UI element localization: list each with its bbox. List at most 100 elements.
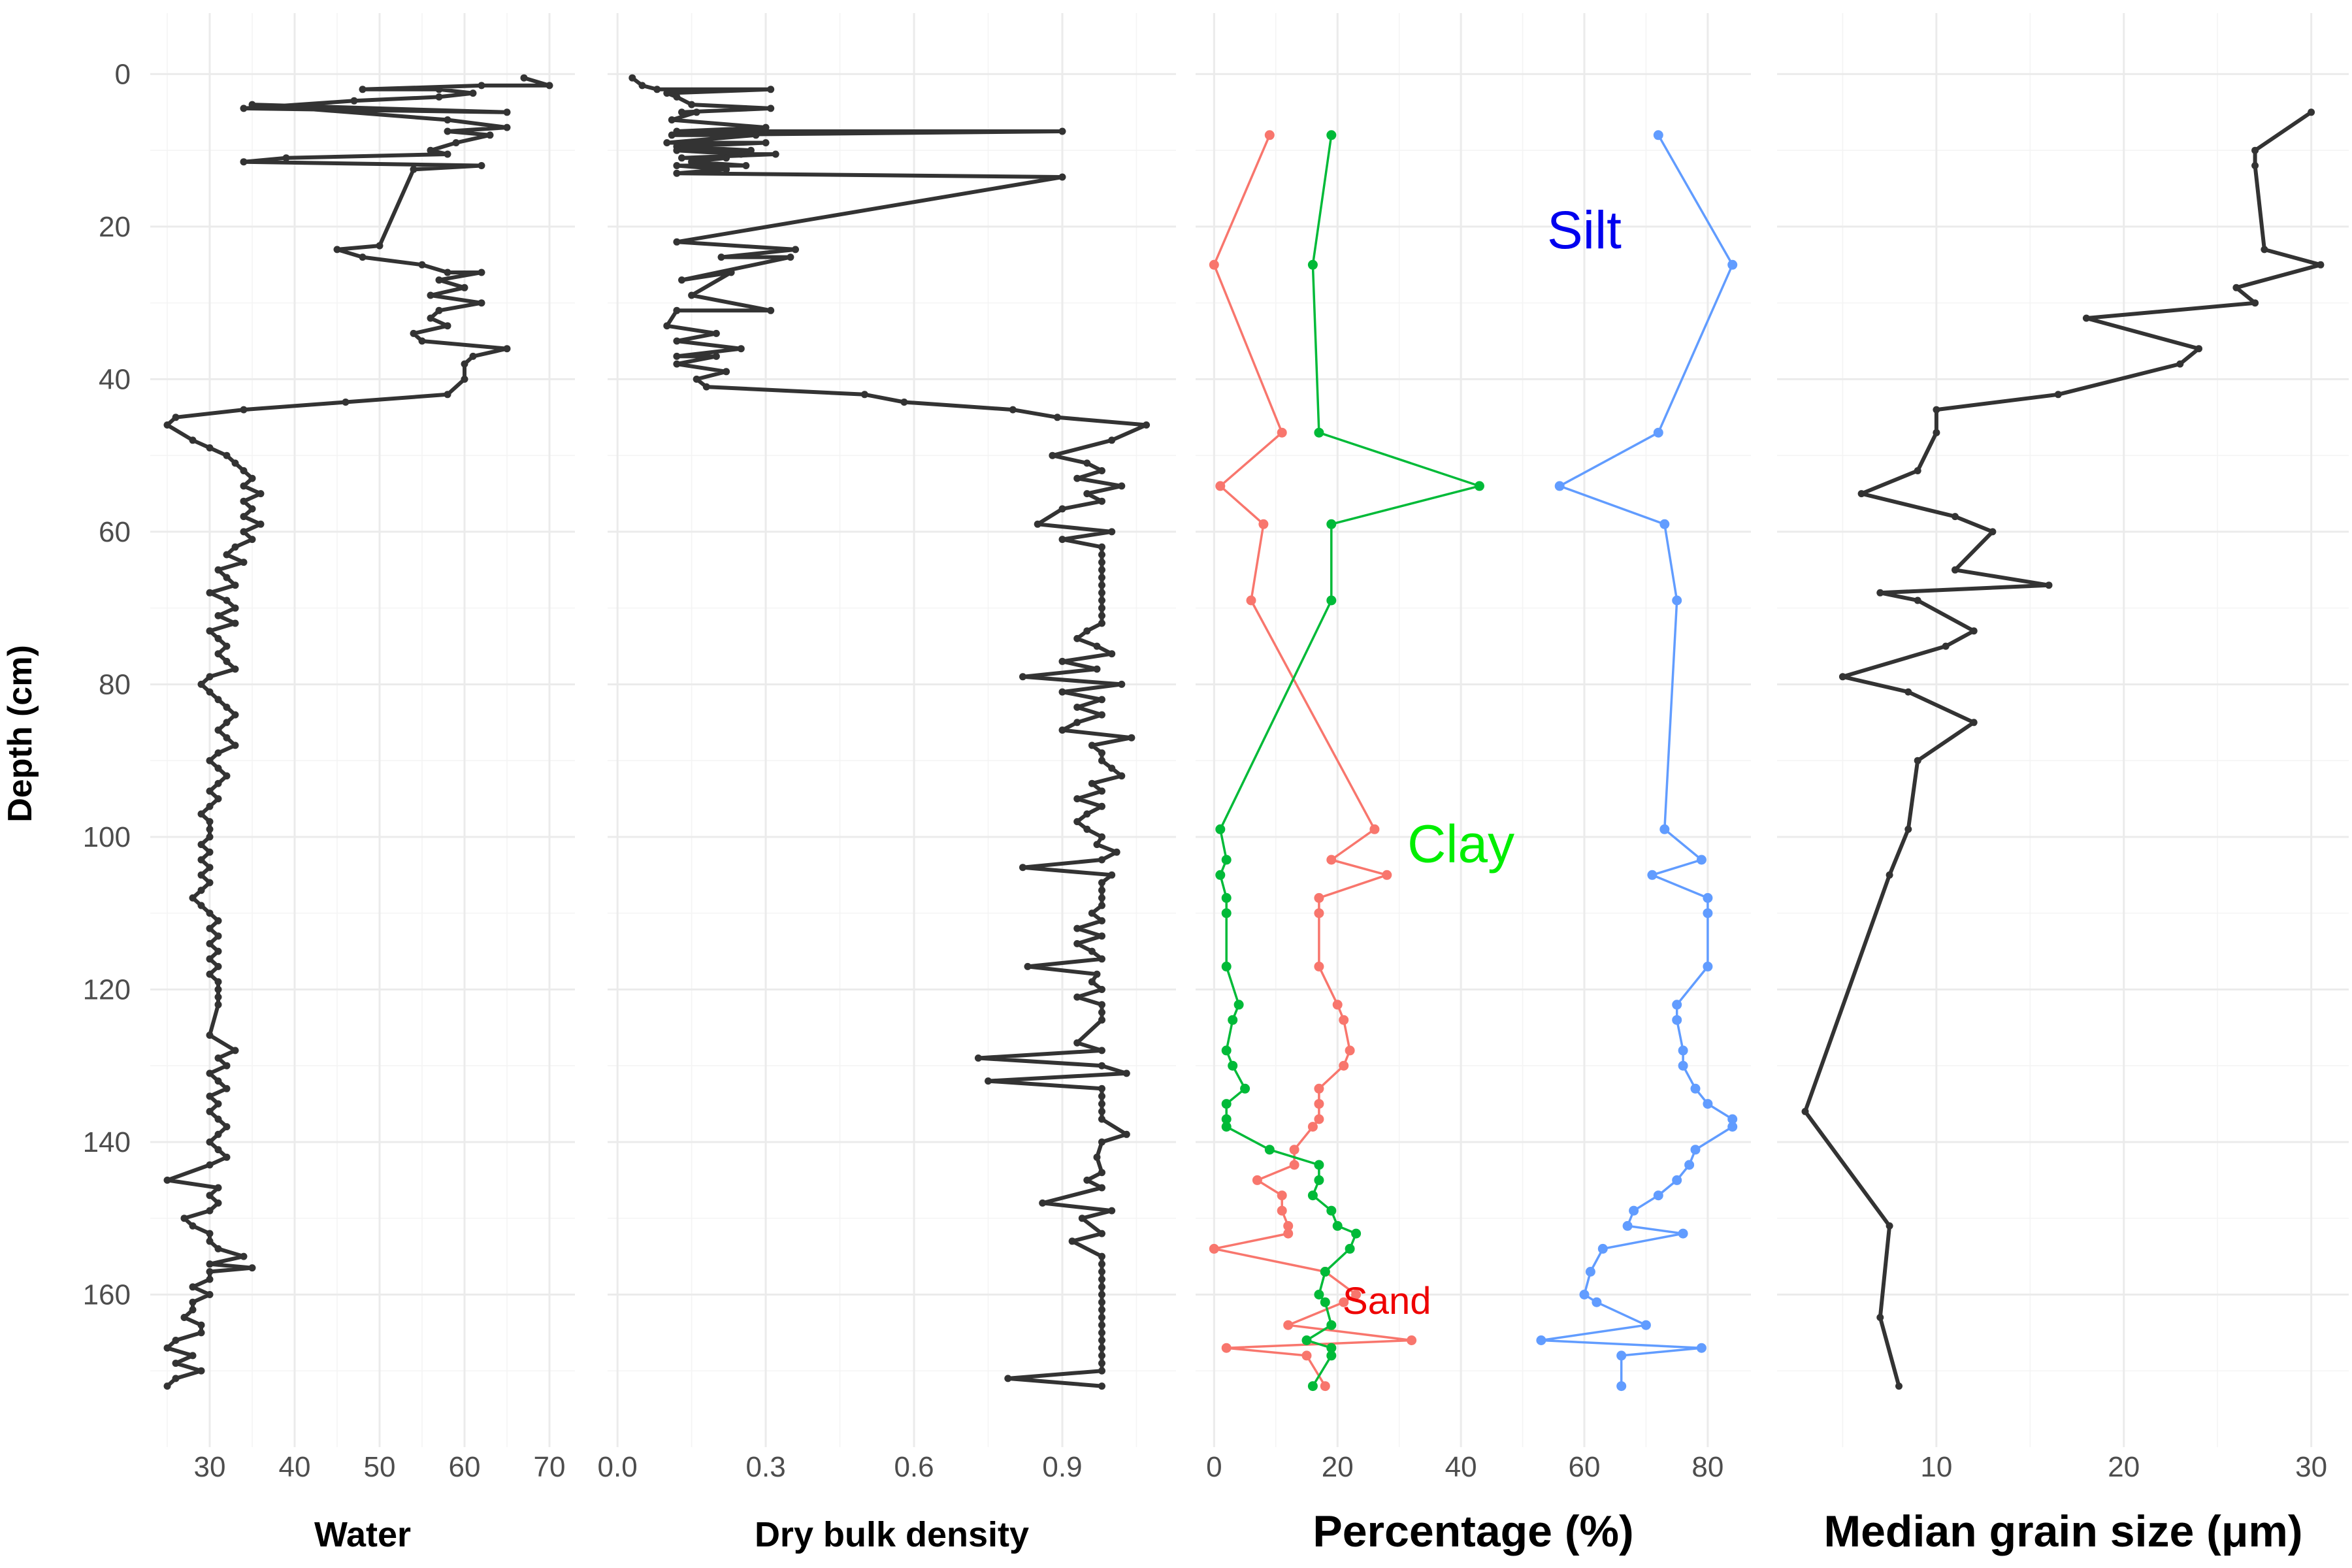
data-point: [772, 150, 779, 158]
data-point: [693, 108, 700, 116]
data-point: [1283, 1228, 1294, 1239]
data-point: [1098, 1314, 1105, 1321]
data-point: [206, 673, 214, 681]
series-1: [629, 74, 1151, 1390]
data-point: [1876, 1314, 1884, 1321]
data-point: [1019, 673, 1026, 681]
x-tick-label: 60: [1569, 1451, 1601, 1483]
data-point: [1108, 436, 1116, 444]
x-tick-label: 40: [1445, 1451, 1477, 1483]
data-point: [172, 1337, 180, 1344]
data-point: [172, 1360, 180, 1367]
data-point: [1083, 459, 1091, 467]
data-point: [1034, 520, 1041, 528]
data-point: [1221, 1114, 1232, 1124]
data-point: [248, 505, 256, 513]
data-point: [1301, 1350, 1312, 1361]
data-point: [214, 1184, 222, 1192]
data-point: [1314, 427, 1324, 438]
data-point: [1314, 1099, 1324, 1109]
data-point: [231, 711, 239, 719]
depth-tick-label: 100: [83, 821, 131, 853]
data-point: [1314, 1290, 1324, 1299]
data-point: [787, 253, 794, 261]
data-point: [1098, 604, 1105, 612]
data-point: [1289, 1160, 1299, 1170]
data-point: [1108, 650, 1116, 658]
data-point: [1098, 1352, 1105, 1360]
data-point: [163, 1344, 171, 1352]
data-point: [1098, 1268, 1105, 1275]
data-point: [1098, 566, 1105, 574]
data-point: [427, 146, 434, 154]
data-point: [1098, 619, 1105, 627]
data-point: [1073, 634, 1081, 642]
data-point: [1933, 406, 1940, 414]
data-point: [1314, 908, 1324, 919]
data-point: [206, 1032, 214, 1039]
data-point: [282, 154, 290, 162]
data-point: [673, 93, 681, 101]
panel-percentage: 0 20 40 60 80 Percentage (%) Silt Clay Sand: [1196, 13, 1751, 1556]
data-point: [206, 1161, 214, 1169]
data-point: [1221, 1045, 1232, 1056]
data-point: [214, 1100, 222, 1108]
data-point: [1326, 855, 1337, 865]
data-point: [1098, 1298, 1105, 1306]
data-point: [214, 749, 222, 757]
data-point: [1933, 429, 1940, 436]
data-point: [1088, 742, 1096, 749]
data-point: [1326, 1320, 1337, 1330]
depth-tick-label: 60: [99, 516, 131, 548]
data-point: [1049, 451, 1056, 459]
data-point: [1098, 1107, 1105, 1115]
data-point: [1098, 833, 1105, 841]
x-axis-title: Percentage (%): [1313, 1507, 1633, 1556]
data-point: [723, 154, 730, 162]
data-point: [1252, 1175, 1262, 1185]
data-point: [1098, 902, 1105, 909]
data-point: [1301, 1335, 1312, 1345]
data-point: [197, 871, 205, 879]
data-point: [206, 1260, 214, 1268]
data-point: [206, 444, 214, 451]
data-point: [197, 1367, 205, 1375]
data-point: [206, 833, 214, 841]
data-point: [1653, 1190, 1663, 1201]
x-tick-label: 70: [534, 1451, 566, 1483]
data-point: [1088, 779, 1096, 787]
data-point: [206, 924, 214, 932]
data-point: [1332, 1220, 1343, 1231]
data-point: [214, 779, 222, 787]
data-point: [1672, 1015, 1682, 1025]
data-point: [206, 909, 214, 917]
data-point: [1098, 1283, 1105, 1291]
data-point: [418, 261, 426, 269]
data-point: [1122, 1130, 1130, 1138]
data-point: [180, 1215, 188, 1222]
data-point: [1221, 1122, 1232, 1132]
x-tick-label: 0.0: [598, 1451, 638, 1483]
data-point: [1098, 1092, 1105, 1100]
data-point: [1098, 612, 1105, 619]
data-point: [189, 1298, 197, 1306]
data-point: [2082, 314, 2090, 322]
data-point: [214, 947, 222, 955]
data-point: [1058, 536, 1066, 544]
data-point: [223, 704, 231, 711]
data-point: [469, 90, 477, 97]
data-point: [503, 345, 511, 353]
data-point: [2176, 360, 2184, 368]
data-point: [214, 1130, 222, 1138]
data-point: [214, 566, 222, 574]
data-point: [1653, 130, 1663, 140]
data-point: [1058, 688, 1066, 696]
data-point: [1118, 772, 1126, 780]
data-point: [1339, 1297, 1349, 1307]
data-point: [1098, 1062, 1105, 1070]
data-point: [727, 269, 735, 276]
x-axis-title: Dry bulk density: [755, 1515, 1029, 1554]
data-point: [1098, 1115, 1105, 1123]
data-point: [1351, 1290, 1362, 1299]
